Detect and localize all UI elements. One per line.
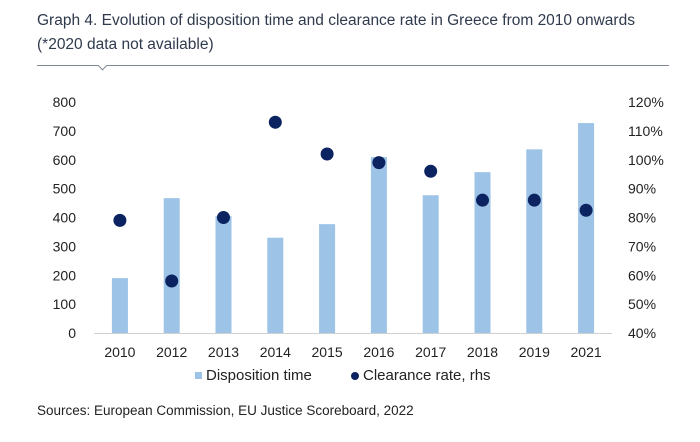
legend-item-clearance-rate: Clearance rate, rhs <box>351 367 491 384</box>
right-axis-tick-label: 60% <box>628 267 656 283</box>
dot-clearance-rate-2021 <box>579 203 593 217</box>
dot-clearance-rate-2016 <box>372 156 386 170</box>
left-axis-tick-label: 500 <box>53 181 77 197</box>
x-axis-tick-label: 2016 <box>363 344 394 360</box>
left-axis-ticks: 0 100 200 300 400 500 600 700 800 <box>53 94 77 341</box>
right-axis-tick-label: 120% <box>628 94 664 110</box>
dot-clearance-rate-2015 <box>320 147 334 161</box>
x-axis-tick-label: 2015 <box>312 344 343 360</box>
bar-disposition-time-2014 <box>267 237 284 333</box>
x-axis-ticks: 2010 2012 2013 2014 2015 2016 2017 2018 2019 2021 <box>104 344 602 360</box>
x-axis-tick-label: 2014 <box>260 344 291 360</box>
dot-clearance-rate-2014 <box>268 115 282 129</box>
right-axis-tick-label: 80% <box>628 210 656 226</box>
right-axis-ticks: 40% 50% 60% 70% 80% 90% 100% 110% 120% <box>628 94 664 341</box>
left-axis-tick-label: 0 <box>68 325 76 341</box>
dot-clearance-rate-2012 <box>165 274 179 288</box>
dot-clearance-rate-2010 <box>113 213 127 227</box>
dot-clearance-rate-2013 <box>217 211 230 224</box>
legend-label: Disposition time <box>206 367 312 384</box>
x-axis-tick-label: 2013 <box>208 344 239 360</box>
bar-disposition-time-2010 <box>111 278 128 333</box>
divider-notch <box>97 60 108 71</box>
right-axis-tick-label: 40% <box>628 325 656 341</box>
legend-dot-swatch <box>351 371 359 380</box>
x-axis-tick-label: 2021 <box>571 344 602 360</box>
chart-title: Graph 4. Evolution of disposition time a… <box>37 12 635 53</box>
legend-label: Clearance rate, rhs <box>363 367 491 384</box>
x-axis-tick-label: 2010 <box>104 344 135 360</box>
bar-disposition-time-2015 <box>319 224 336 333</box>
dot-clearance-rate-2017 <box>424 164 438 178</box>
bar-disposition-time-2019 <box>526 149 543 333</box>
chart: 0 100 200 300 400 500 600 700 800 40% 50% 60% 70% 80… <box>53 94 664 360</box>
bar-disposition-time-2018 <box>474 172 491 333</box>
left-axis-tick-label: 600 <box>53 152 77 168</box>
dot-clearance-rate-2018 <box>476 193 489 207</box>
x-axis-tick-label: 2019 <box>519 344 550 360</box>
right-axis-tick-label: 90% <box>628 181 656 197</box>
source-note: Sources: European Commission, EU Justice… <box>37 403 414 418</box>
bar-disposition-time-2017 <box>422 195 439 333</box>
legend: Disposition time Clearance rate, rhs <box>0 367 700 389</box>
left-axis-tick-label: 800 <box>53 94 77 110</box>
bar-series <box>111 123 595 333</box>
left-axis-tick-label: 200 <box>53 267 77 283</box>
dot-clearance-rate-2019 <box>527 193 541 207</box>
right-axis-tick-label: 110% <box>628 123 663 139</box>
x-axis-tick-label: 2012 <box>156 344 187 360</box>
right-axis-tick-label: 70% <box>628 238 656 254</box>
bar-disposition-time-2021 <box>578 123 595 333</box>
bar-disposition-time-2012 <box>163 198 180 333</box>
title-divider <box>37 65 669 66</box>
left-axis-tick-label: 700 <box>53 123 77 139</box>
right-axis-tick-label: 100% <box>628 152 664 168</box>
x-axis-tick-label: 2017 <box>415 344 446 360</box>
left-axis-tick-label: 100 <box>53 296 77 312</box>
legend-item-disposition-time: Disposition time <box>195 367 312 384</box>
x-axis-tick-label: 2018 <box>467 344 498 360</box>
left-axis-tick-label: 400 <box>53 210 77 226</box>
dot-series <box>113 115 593 288</box>
bar-disposition-time-2016 <box>370 157 387 333</box>
left-axis-tick-label: 300 <box>53 238 77 254</box>
bar-disposition-time-2013 <box>215 216 232 333</box>
right-axis-tick-label: 50% <box>628 296 656 312</box>
legend-bar-swatch <box>195 372 202 379</box>
